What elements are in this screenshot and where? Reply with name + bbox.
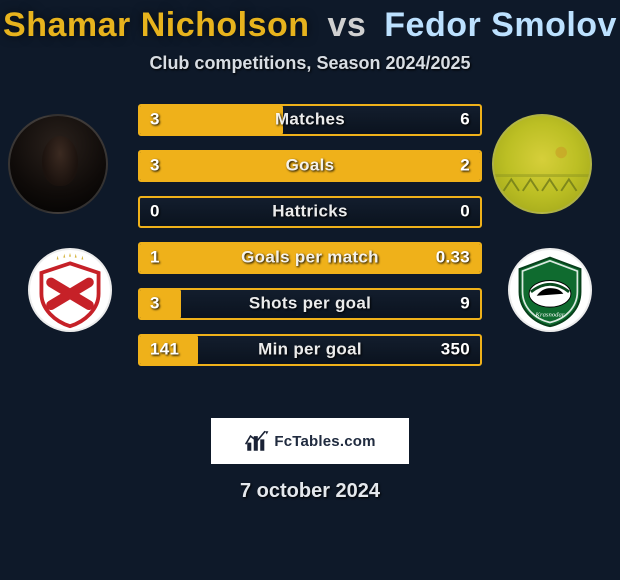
stat-bar: 3 6 Matches (138, 104, 482, 136)
player1-avatar (8, 114, 108, 214)
stage: Krasnodar 3 6 Matches 3 2 Goals 0 0 Hattricks 1 0.… (0, 104, 620, 404)
stat-right-value: 6 (460, 110, 470, 130)
stat-label: Matches (275, 110, 345, 130)
stat-bar-fill (140, 106, 283, 134)
stat-label: Goals per match (241, 248, 379, 268)
vs-word: vs (327, 6, 366, 44)
stat-label: Shots per goal (249, 294, 371, 314)
stat-left-value: 3 (150, 110, 160, 130)
stat-label: Goals (286, 156, 335, 176)
stat-bar: 1 0.33 Goals per match (138, 242, 482, 274)
player2-avatar-art (494, 116, 590, 212)
stat-right-value: 9 (460, 294, 470, 314)
stat-right-value: 2 (460, 156, 470, 176)
stat-bar: 3 2 Goals (138, 150, 482, 182)
stat-right-value: 0.33 (436, 248, 470, 268)
player1-name: Shamar Nicholson (3, 6, 310, 44)
player2-club-badge: Krasnodar (508, 248, 592, 332)
stat-bar-fill (140, 290, 181, 318)
svg-text:Krasnodar: Krasnodar (535, 312, 565, 319)
stat-left-value: 3 (150, 294, 160, 314)
stat-right-value: 350 (441, 340, 470, 360)
player1-club-badge (28, 248, 112, 332)
subtitle: Club competitions, Season 2024/2025 (0, 53, 620, 74)
stat-bar: 141 350 Min per goal (138, 334, 482, 366)
fctables-text: FcTables.com (274, 433, 375, 450)
stat-left-value: 141 (150, 340, 179, 360)
stat-left-value: 0 (150, 202, 160, 222)
stat-label: Hattricks (272, 202, 347, 222)
stat-right-value: 0 (460, 202, 470, 222)
player2-avatar (492, 114, 592, 214)
chart-icon (244, 428, 270, 454)
comparison-card: Shamar Nicholson vs Fedor Smolov Club co… (0, 0, 620, 580)
stat-bars: 3 6 Matches 3 2 Goals 0 0 Hattricks 1 0.33 Goals pe… (138, 104, 482, 366)
stat-bar: 3 9 Shots per goal (138, 288, 482, 320)
stat-bar: 0 0 Hattricks (138, 196, 482, 228)
title: Shamar Nicholson vs Fedor Smolov (0, 0, 620, 45)
fctables-logo: FcTables.com (211, 418, 409, 464)
stat-left-value: 1 (150, 248, 160, 268)
stat-left-value: 3 (150, 156, 160, 176)
player2-name: Fedor Smolov (384, 6, 617, 44)
date: 7 october 2024 (0, 480, 620, 503)
stat-label: Min per goal (258, 340, 362, 360)
